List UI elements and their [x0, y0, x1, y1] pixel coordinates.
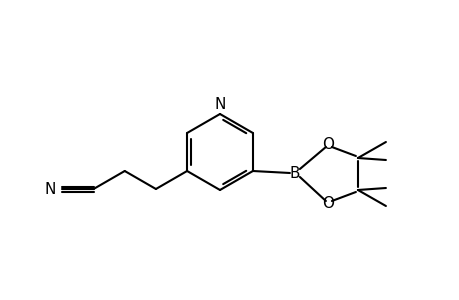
- Text: N: N: [214, 97, 225, 112]
- Text: N: N: [44, 182, 56, 196]
- Text: B: B: [289, 166, 300, 181]
- Text: O: O: [321, 196, 333, 211]
- Text: O: O: [321, 136, 333, 152]
